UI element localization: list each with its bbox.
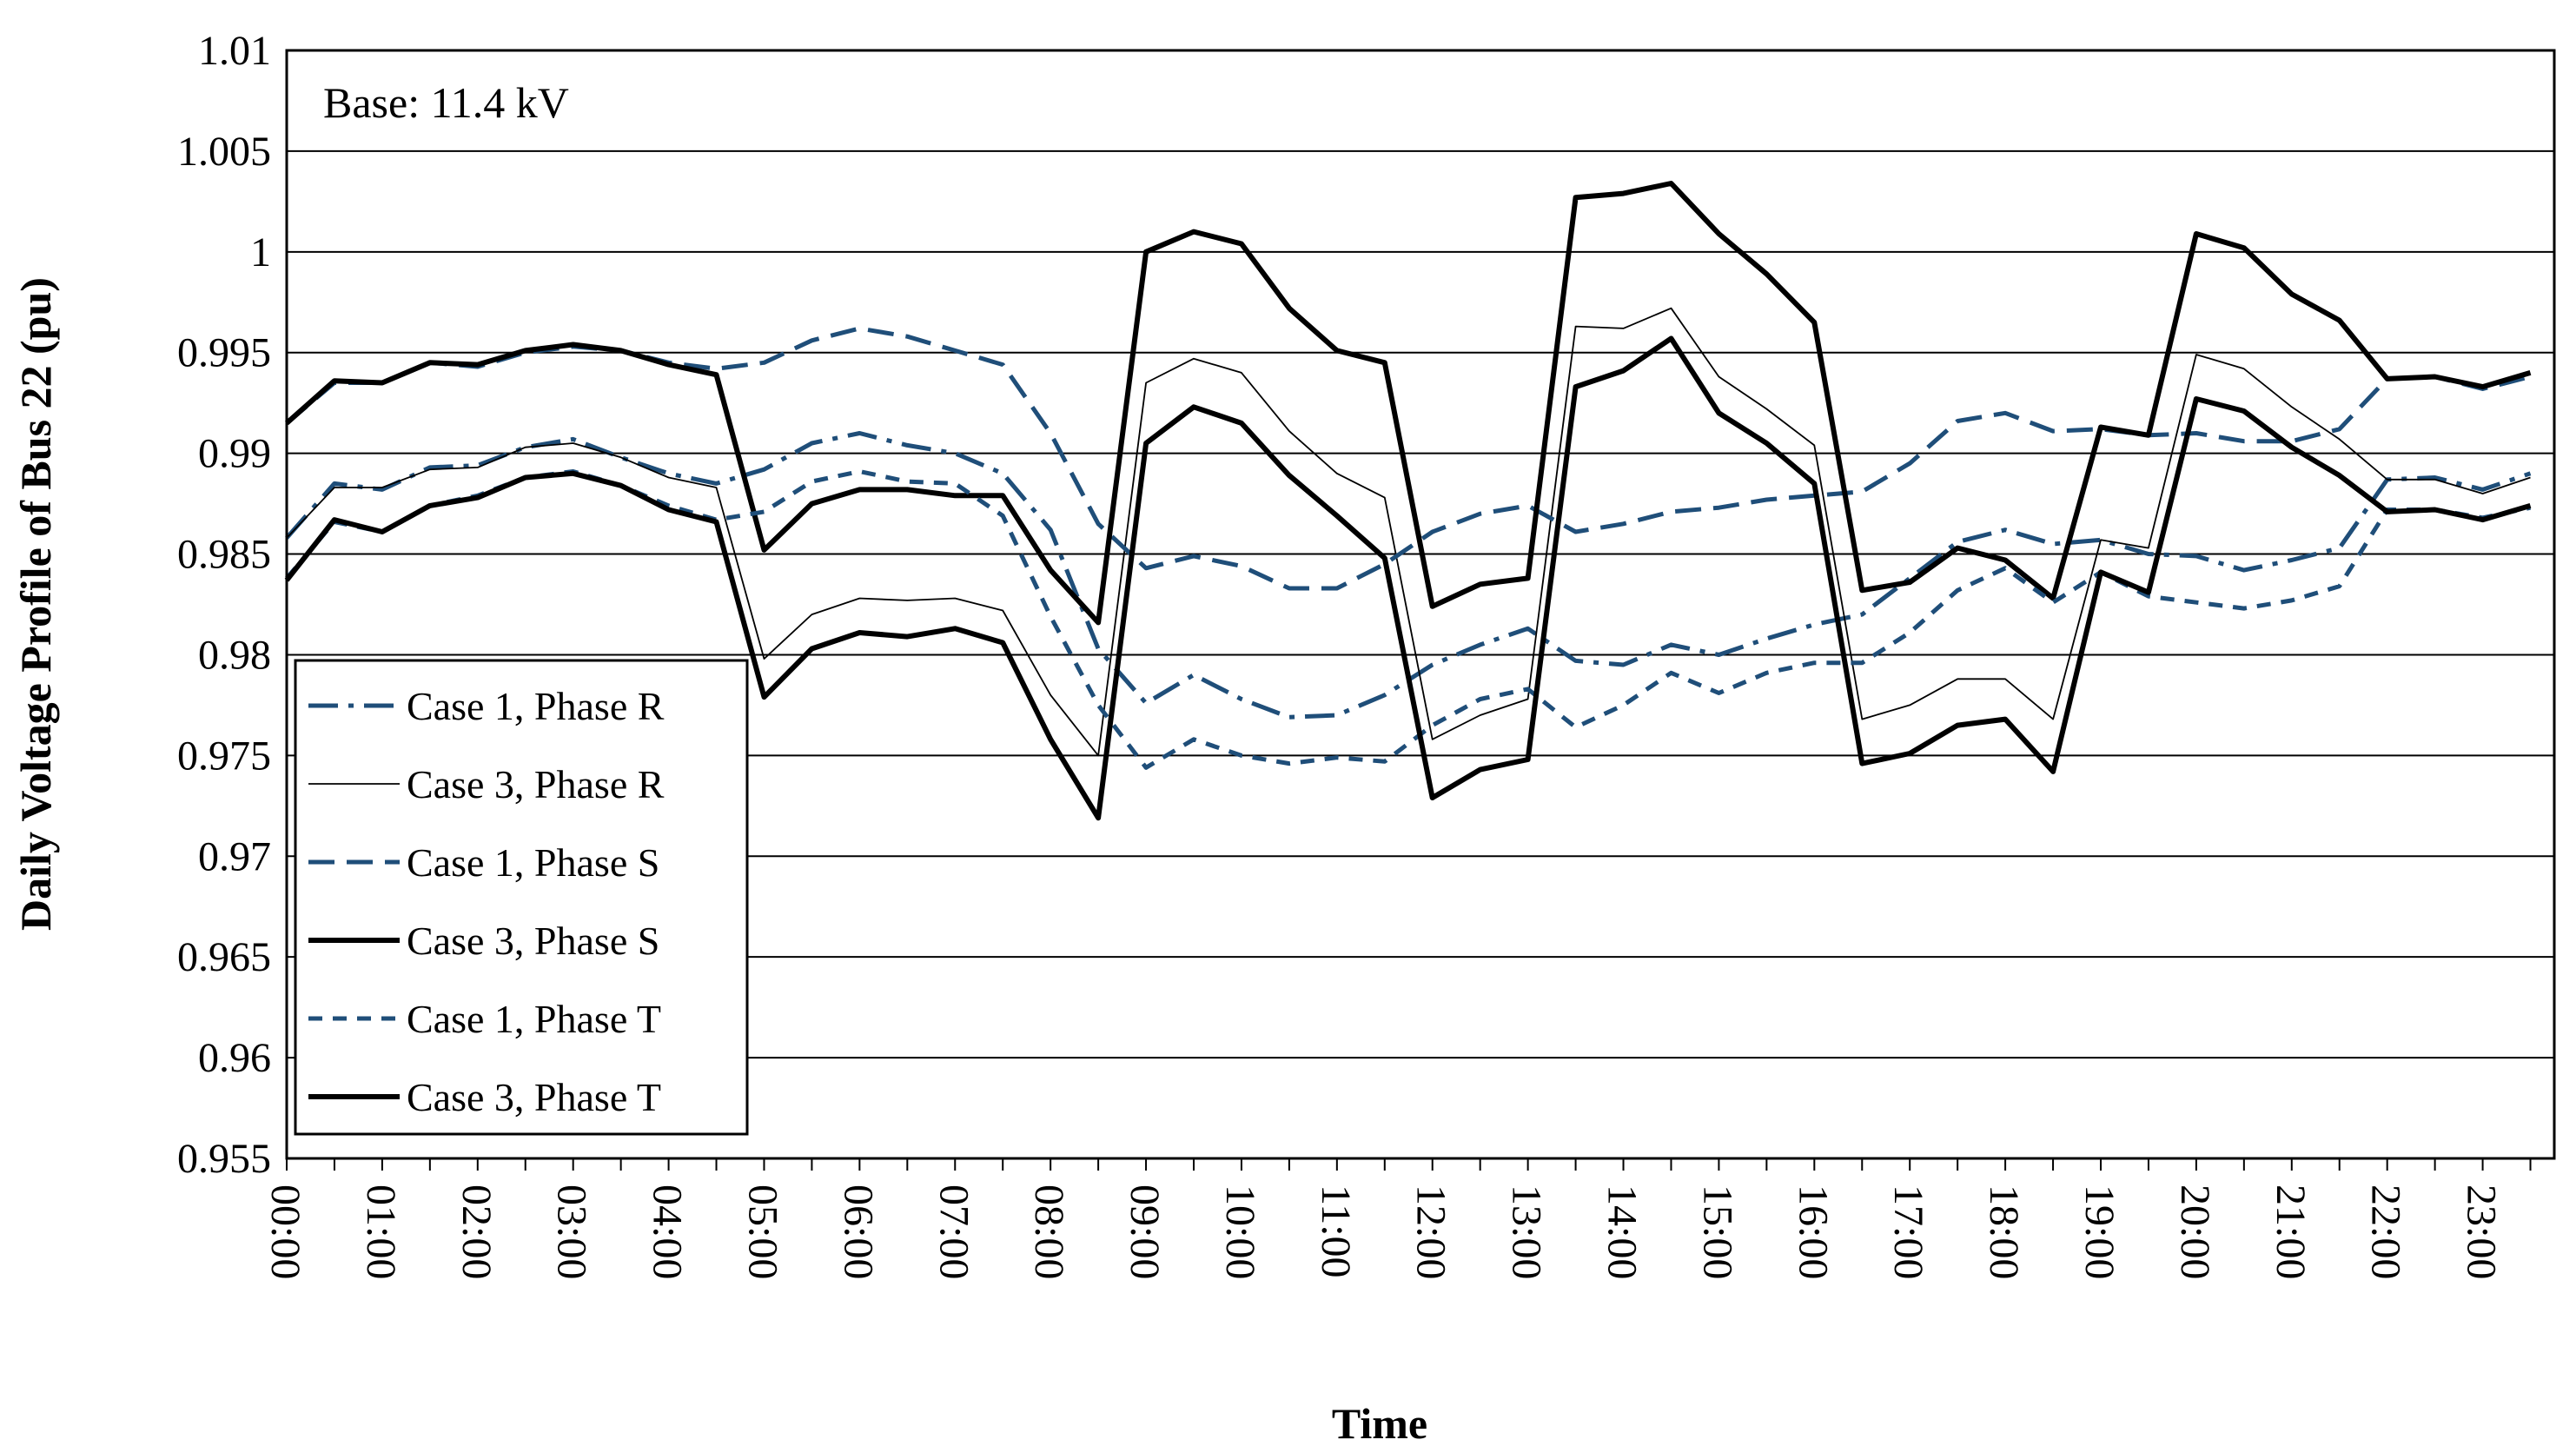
legend-label: Case 3, Phase S bbox=[407, 919, 659, 963]
y-tick-label: 1.005 bbox=[177, 129, 271, 175]
y-tick-label: 0.985 bbox=[177, 532, 271, 578]
x-tick-label: 21:00 bbox=[2268, 1184, 2314, 1279]
series-line-4 bbox=[285, 181, 2532, 626]
y-axis-ticks: 0.955 0.96 0.965 0.97 0.975 0.98 0.985 0.99 0.99… bbox=[177, 28, 271, 1182]
y-tick-label: 1.01 bbox=[198, 28, 271, 74]
x-tick-label: 10:00 bbox=[1217, 1184, 1263, 1279]
x-tick-label: 17:00 bbox=[1885, 1184, 1931, 1279]
x-tick-label: 00:00 bbox=[262, 1184, 308, 1279]
x-axis-title: Time bbox=[1332, 1399, 1427, 1448]
x-tick-label: 14:00 bbox=[1599, 1184, 1646, 1279]
x-tick-label: 03:00 bbox=[549, 1184, 595, 1279]
x-tick-label: 15:00 bbox=[1694, 1184, 1740, 1279]
x-tick-label: 07:00 bbox=[930, 1184, 977, 1279]
x-tick-label: 18:00 bbox=[1981, 1184, 2027, 1279]
legend-label: Case 3, Phase R bbox=[407, 762, 665, 806]
legend: Case 1, Phase R Case 3, Phase R Case 1, Ph… bbox=[294, 659, 749, 1136]
y-axis-title: Daily Voltage Profile of Bus 22 (pu) bbox=[11, 277, 60, 931]
y-tick-label: 0.96 bbox=[198, 1035, 271, 1081]
y-tick-label: 0.97 bbox=[198, 833, 271, 879]
plot-area-frame bbox=[285, 49, 2556, 1160]
legend-label: Case 1, Phase S bbox=[407, 840, 659, 885]
y-tick-label: 0.975 bbox=[177, 733, 271, 779]
x-tick-label: 01:00 bbox=[358, 1184, 404, 1279]
series-line-6 bbox=[284, 335, 2532, 821]
x-tick-label: 09:00 bbox=[1122, 1184, 1168, 1279]
x-tick-label: 05:00 bbox=[739, 1184, 785, 1279]
x-tick-label: 11:00 bbox=[1313, 1184, 1359, 1278]
x-tick-label: 20:00 bbox=[2172, 1184, 2218, 1279]
legend-label: Case 1, Phase T bbox=[407, 997, 661, 1041]
x-tick-label: 22:00 bbox=[2363, 1184, 2409, 1279]
x-tick-label: 06:00 bbox=[835, 1184, 881, 1279]
y-tick-label: 0.98 bbox=[198, 632, 271, 678]
x-tick-label: 02:00 bbox=[454, 1184, 500, 1279]
y-tick-label: 0.965 bbox=[177, 934, 271, 980]
legend-label: Case 1, Phase R bbox=[407, 684, 665, 728]
series-line-5 bbox=[285, 469, 2532, 770]
x-tick-label: 23:00 bbox=[2459, 1184, 2505, 1279]
x-tick-label: 12:00 bbox=[1408, 1184, 1454, 1279]
legend-label: Case 3, Phase T bbox=[407, 1075, 661, 1119]
y-tick-label: 1 bbox=[250, 229, 271, 275]
x-tick-label: 16:00 bbox=[1790, 1184, 1836, 1279]
y-tick-label: 0.99 bbox=[198, 431, 271, 477]
series-layer bbox=[284, 181, 2532, 821]
y-tick-label: 0.955 bbox=[177, 1136, 271, 1182]
y-tick-label: 0.995 bbox=[177, 330, 271, 376]
series-line-2 bbox=[286, 307, 2531, 757]
x-tick-label: 19:00 bbox=[2076, 1184, 2122, 1279]
x-tick-label: 04:00 bbox=[645, 1184, 691, 1279]
x-axis-ticks: 00:00 01:00 02:00 03:00 04:00 05:00 06:00 07:00… bbox=[262, 1158, 2532, 1279]
x-tick-label: 13:00 bbox=[1504, 1184, 1550, 1279]
x-tick-label: 08:00 bbox=[1026, 1184, 1072, 1279]
base-voltage-annotation: Base: 11.4 kV bbox=[323, 78, 569, 127]
legend-box bbox=[294, 659, 749, 1136]
